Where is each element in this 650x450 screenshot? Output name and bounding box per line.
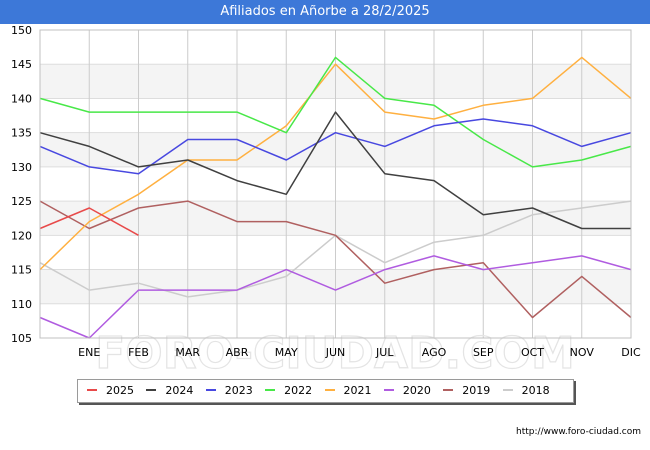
chart-title: Afiliados en Añorbe a 28/2/2025 xyxy=(0,0,650,24)
legend-item-2023: 2023 xyxy=(205,380,253,402)
legend-swatch xyxy=(443,389,454,391)
series-lines xyxy=(39,56,632,339)
y-tick-label: 130 xyxy=(11,161,32,174)
legend-swatch xyxy=(146,389,157,391)
x-tick-label: NOV xyxy=(570,346,595,359)
x-tick-label: OCT xyxy=(521,346,544,359)
y-tick-label: 125 xyxy=(11,195,32,208)
series-line-2022 xyxy=(39,56,632,168)
legend-label: 2019 xyxy=(462,384,491,397)
x-tick-label: ABR xyxy=(226,346,249,359)
series-line-2021 xyxy=(39,56,632,271)
y-tick-label: 135 xyxy=(11,127,32,140)
y-tick-label: 140 xyxy=(11,92,32,105)
legend-label: 2021 xyxy=(343,384,372,397)
x-tick-label: ENE xyxy=(78,346,100,359)
legend-label: 2018 xyxy=(521,384,550,397)
legend-item-2024: 2024 xyxy=(146,380,193,402)
series-line-2025 xyxy=(39,207,139,236)
legend-label: 2025 xyxy=(106,384,134,397)
y-tick-label: 145 xyxy=(11,58,32,71)
y-tick-label: 150 xyxy=(11,24,32,37)
series-line-2023 xyxy=(39,118,632,175)
series-line-2020 xyxy=(39,255,632,339)
legend-item-2020: 2020 xyxy=(383,380,431,402)
y-tick-label: 105 xyxy=(11,332,32,345)
x-tick-label: FEB xyxy=(128,346,149,359)
legend-label: 2024 xyxy=(165,384,194,397)
legend-item-2019: 2019 xyxy=(443,380,490,402)
x-tick-label: SEP xyxy=(473,346,494,359)
x-tick-label: AGO xyxy=(422,346,447,359)
watermark: FORO-CIUDAD.COM xyxy=(95,328,575,379)
series-line-2024 xyxy=(39,111,631,230)
x-tick-label: JUL xyxy=(375,346,394,359)
legend-item-2025: 2025 xyxy=(87,380,134,402)
x-tick-label: MAR xyxy=(175,346,200,359)
legend-item-2022: 2022 xyxy=(265,380,312,402)
x-tick-label: MAY xyxy=(275,346,298,359)
legend-swatch xyxy=(383,389,394,391)
legend-swatch xyxy=(265,389,276,391)
legend-label: 2023 xyxy=(224,384,253,397)
x-axis-ticks: ENE FEB MAR ABR MAY JUN JUL AGO SEP OCT NOV DIC xyxy=(78,346,641,359)
legend-swatch xyxy=(87,389,97,391)
plot-frame xyxy=(39,29,632,339)
legend-label: 2020 xyxy=(402,384,431,397)
y-axis-ticks: 105 110 115 120 125 130 135 140 145 150 xyxy=(11,24,32,345)
legend-swatch xyxy=(324,389,335,391)
legend-item-2018: 2018 xyxy=(502,380,550,402)
y-tick-label: 115 xyxy=(11,264,32,277)
legend-item-2021: 2021 xyxy=(324,380,372,402)
legend: 2025 2024 2023 2022 2021 2020 2019 2018 xyxy=(77,379,574,403)
legend-swatch xyxy=(205,389,216,391)
y-tick-label: 110 xyxy=(11,298,32,311)
source-credit: http://www.foro-ciudad.com xyxy=(516,427,641,437)
legend-label: 2022 xyxy=(284,384,313,397)
series-line-2019 xyxy=(39,200,632,319)
x-tick-label: JUN xyxy=(325,346,346,359)
x-tick-label: DIC xyxy=(621,346,641,359)
y-tick-label: 120 xyxy=(11,229,32,242)
legend-swatch xyxy=(502,389,513,391)
